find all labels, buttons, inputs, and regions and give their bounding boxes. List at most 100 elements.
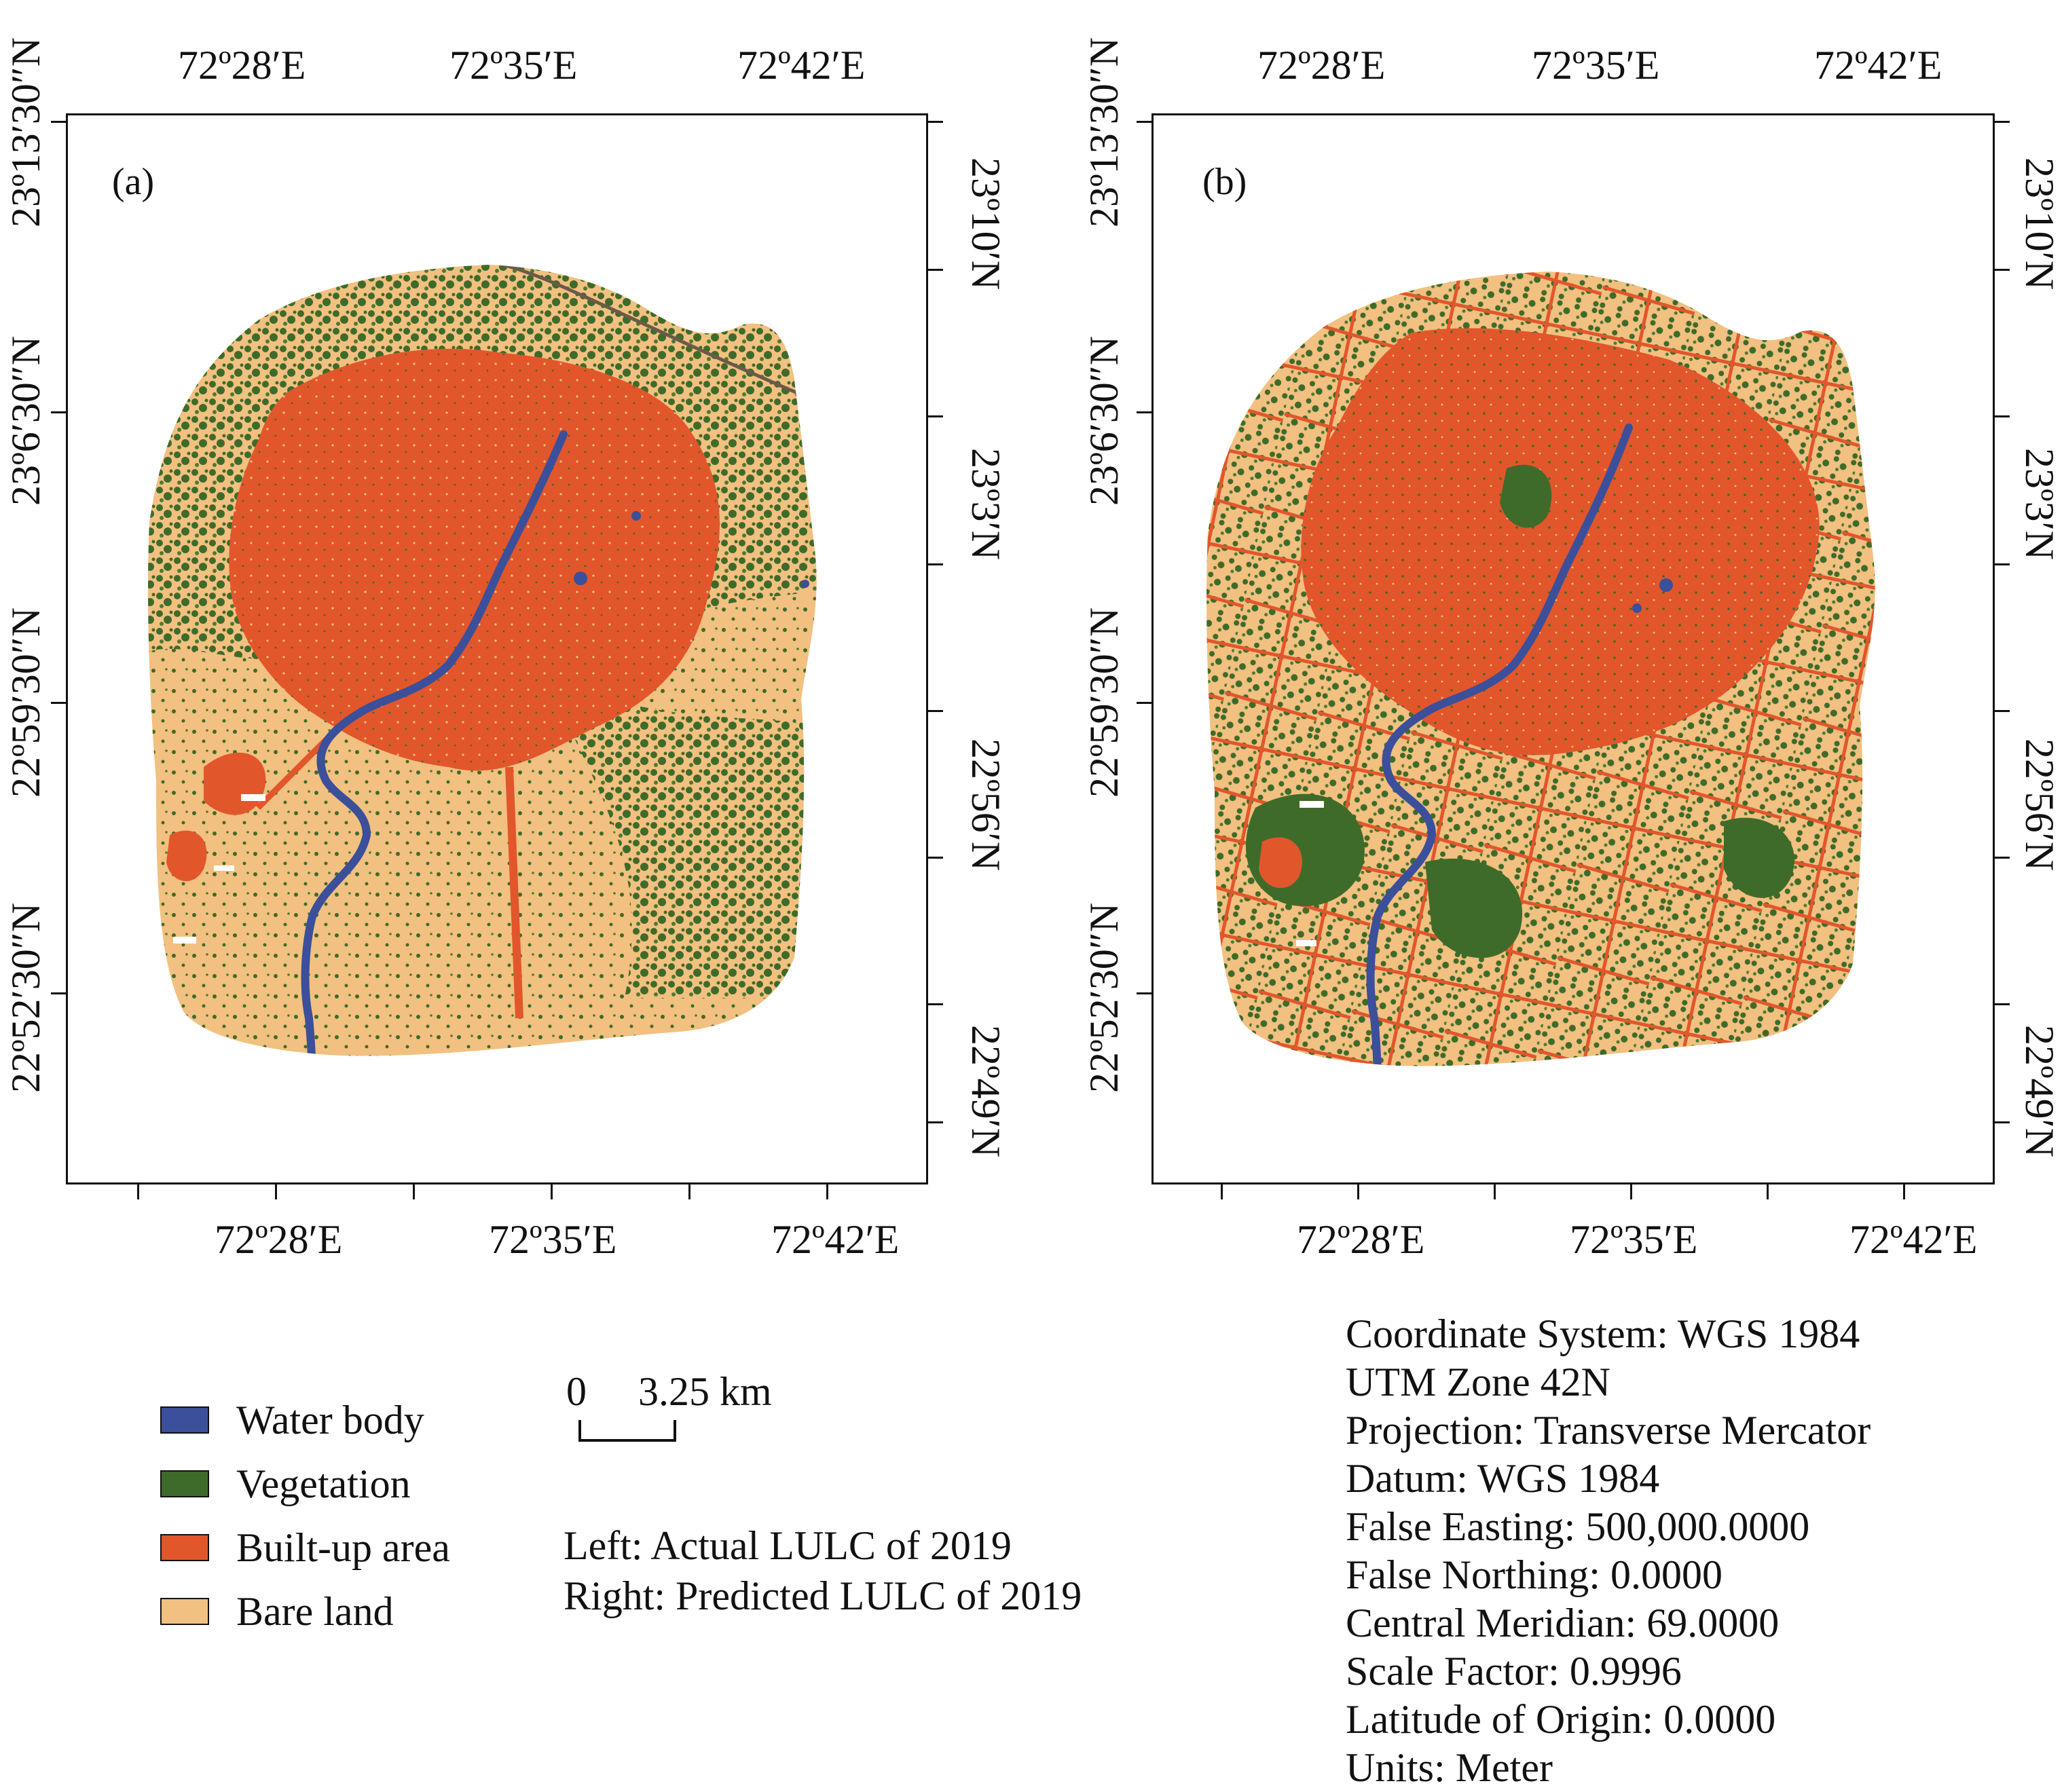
top-lon-label-b-2: 72º35′E xyxy=(1532,43,1660,88)
scale-bar-line xyxy=(578,1420,676,1442)
bottom-lon-label-a-3: 72º42′E xyxy=(771,1217,900,1262)
tick xyxy=(1995,857,2010,859)
left-lat-label-b-1: 23º13′30″N xyxy=(1082,37,1126,227)
projection-info: Coordinate System: WGS 1984 UTM Zone 42N… xyxy=(1346,1310,1870,1792)
tick xyxy=(275,1184,277,1199)
top-lon-label-a-1: 72º28′E xyxy=(178,43,306,88)
bottom-lon-label-b-1: 72º28′E xyxy=(1297,1217,1425,1262)
bottom-lon-label-a-2: 72º35′E xyxy=(489,1217,617,1262)
tick xyxy=(928,710,943,712)
caption-right: Right: Predicted LULC of 2019 xyxy=(564,1573,1082,1618)
right-lat-label-a-1: 23º10′N xyxy=(963,157,1008,291)
map-panel-a: (a) xyxy=(66,113,928,1184)
scale-bar-start: 0 xyxy=(566,1369,587,1414)
legend-item-bare-land: Bare land xyxy=(160,1580,450,1643)
tick xyxy=(1630,1184,1632,1199)
right-lat-label-b-4: 22º49′N xyxy=(2017,1025,2062,1158)
top-lon-label-b-1: 72º28′E xyxy=(1257,43,1386,88)
left-lat-label-b-3: 22º59′30″N xyxy=(1082,607,1126,798)
tick xyxy=(1995,269,2010,271)
right-lat-label-a-3: 22º56′N xyxy=(963,739,1008,872)
tick xyxy=(1357,1184,1359,1199)
legend-swatch-vegetation xyxy=(160,1470,209,1497)
info-line: Projection: Transverse Mercator xyxy=(1346,1408,1871,1453)
tick xyxy=(51,411,66,413)
right-lat-label-b-1: 23º10′N xyxy=(2017,157,2062,291)
map-panel-b: (b) xyxy=(1151,113,1995,1184)
left-lat-label-a-2: 23º6′30″N xyxy=(3,335,48,506)
bottom-lon-label-a-1: 72º28′E xyxy=(215,1217,343,1262)
right-lat-label-b-2: 23º3′N xyxy=(2017,448,2062,561)
tick xyxy=(1995,1003,2010,1005)
tick xyxy=(1995,1121,2010,1123)
tick xyxy=(51,121,66,123)
top-lon-label-a-3: 72º42′E xyxy=(737,43,866,88)
info-line: Scale Factor: 0.9996 xyxy=(1346,1649,1682,1694)
lulc-map-a xyxy=(148,265,817,1056)
legend-swatch-water xyxy=(160,1406,209,1434)
lulc-map-b xyxy=(1206,272,1875,1066)
right-lat-label-a-2: 23º3′N xyxy=(963,448,1008,561)
tick xyxy=(551,1184,553,1199)
info-line: Coordinate System: WGS 1984 xyxy=(1346,1311,1860,1356)
legend-label: Water body xyxy=(236,1398,424,1442)
panel-label-a: (a) xyxy=(112,161,155,203)
caption-left: Left: Actual LULC of 2019 xyxy=(564,1523,1012,1568)
tick xyxy=(928,415,943,417)
tick xyxy=(928,857,943,859)
info-line: Central Meridian: 69.0000 xyxy=(1346,1601,1780,1645)
right-lat-label-b-3: 22º56′N xyxy=(2017,739,2062,872)
left-lat-label-b-4: 22º52′30″N xyxy=(1082,902,1126,1093)
tick xyxy=(1995,563,2010,565)
tick xyxy=(928,563,943,565)
legend-item-vegetation: Vegetation xyxy=(160,1452,450,1516)
right-lat-label-a-4: 22º49′N xyxy=(963,1025,1008,1158)
tick xyxy=(928,1003,943,1005)
tick xyxy=(1137,121,1151,123)
legend-item-built-up: Built-up area xyxy=(160,1516,450,1580)
info-line: Units: Meter xyxy=(1346,1745,1553,1790)
tick xyxy=(137,1184,139,1199)
legend-swatch-bare-land xyxy=(160,1598,209,1625)
bottom-lon-label-b-2: 72º35′E xyxy=(1570,1217,1698,1262)
tick xyxy=(1903,1184,1905,1199)
legend-label: Built-up area xyxy=(236,1525,450,1570)
tick xyxy=(1137,992,1151,994)
legend: Water body Vegetation Built-up area Bare… xyxy=(160,1388,450,1643)
left-lat-label-a-4: 22º52′30″N xyxy=(3,902,48,1093)
info-line: False Northing: 0.0000 xyxy=(1346,1552,1722,1597)
bottom-lon-label-b-3: 72º42′E xyxy=(1849,1217,1978,1262)
tick xyxy=(928,121,943,123)
tick xyxy=(51,992,66,994)
left-lat-label-b-2: 23º6′30″N xyxy=(1082,335,1126,506)
legend-item-water-body: Water body xyxy=(160,1388,450,1452)
left-lat-label-a-3: 22º59′30″N xyxy=(3,607,48,798)
legend-swatch-built-up xyxy=(160,1534,209,1561)
tick xyxy=(1995,710,2010,712)
scale-bar-end: 3.25 km xyxy=(638,1369,772,1414)
info-line: UTM Zone 42N xyxy=(1346,1360,1610,1404)
info-line: False Easting: 500,000.0000 xyxy=(1346,1504,1810,1549)
caption: Left: Actual LULC of 2019 Right: Predict… xyxy=(564,1520,1082,1621)
tick xyxy=(1494,1184,1496,1199)
tick xyxy=(1221,1184,1223,1199)
info-line: Datum: WGS 1984 xyxy=(1346,1456,1660,1501)
left-lat-label-a-1: 23º13′30″N xyxy=(3,37,48,227)
tick xyxy=(826,1184,828,1199)
tick xyxy=(1995,415,2010,417)
tick xyxy=(1137,702,1151,704)
tick xyxy=(413,1184,415,1199)
tick xyxy=(928,1121,943,1123)
top-lon-label-b-3: 72º42′E xyxy=(1814,43,1942,88)
legend-label: Bare land xyxy=(236,1589,394,1634)
tick xyxy=(1137,411,1151,413)
tick xyxy=(1767,1184,1769,1199)
top-lon-label-a-2: 72º35′E xyxy=(449,43,578,88)
tick xyxy=(1995,121,2010,123)
legend-label: Vegetation xyxy=(236,1461,411,1506)
panel-label-b: (b) xyxy=(1202,161,1247,203)
tick xyxy=(51,702,66,704)
tick xyxy=(688,1184,690,1199)
tick xyxy=(928,269,943,271)
info-line: Latitude of Origin: 0.0000 xyxy=(1346,1697,1776,1742)
